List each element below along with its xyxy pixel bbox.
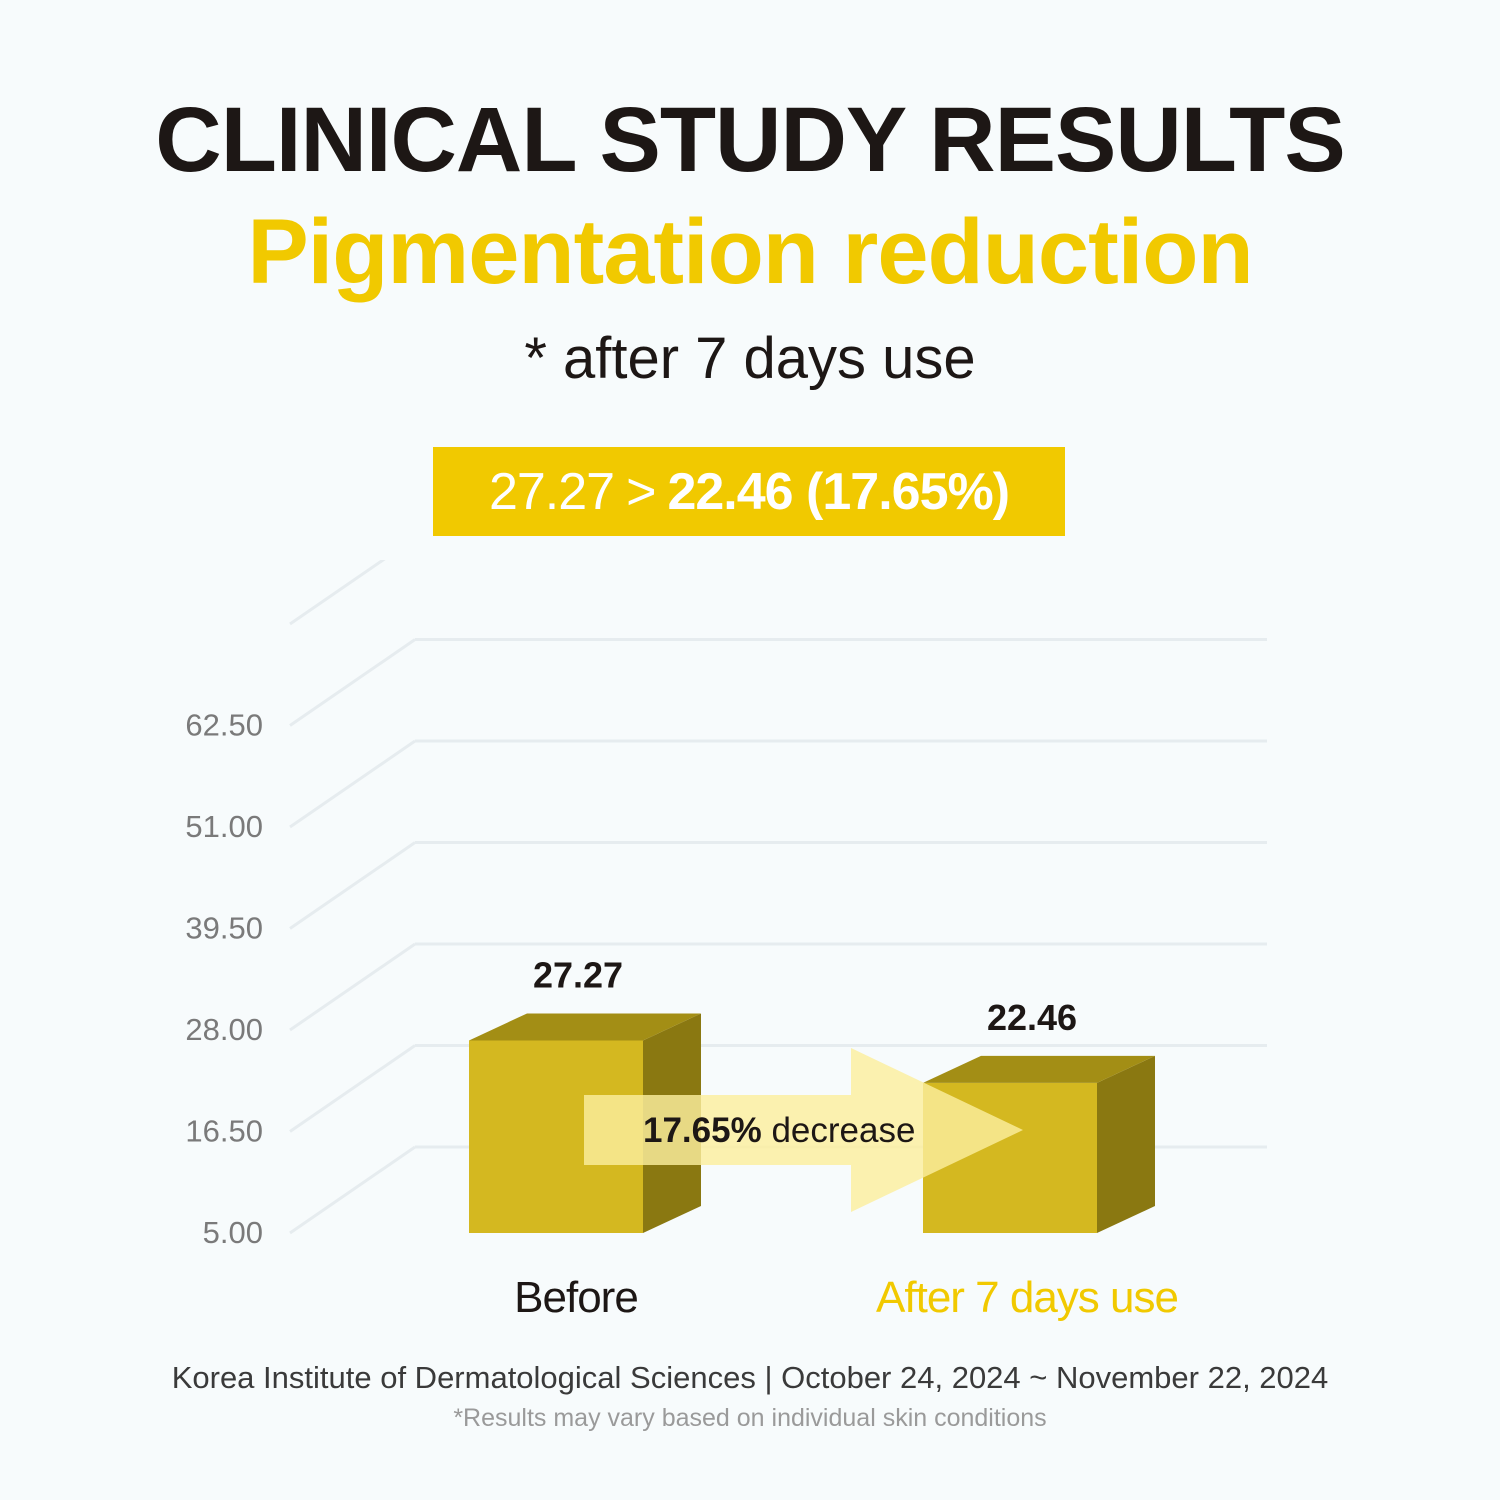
- bar-value-label: 22.46: [987, 997, 1077, 1038]
- grid-diagonal: [289, 560, 386, 626]
- category-label: After 7 days use: [876, 1273, 1178, 1322]
- y-tick-label: 62.50: [185, 708, 263, 743]
- bar-top: [469, 1013, 701, 1041]
- result-before-value: 27.27: [488, 462, 615, 521]
- bar-chart: 5.00 16.50 28.00 39.50 51.00 62.50 27.27 22.46 1…: [185, 560, 1267, 1322]
- result-arrow: >: [626, 462, 656, 521]
- page-subtitle: Pigmentation reduction: [247, 201, 1253, 303]
- y-tick-label: 51.00: [185, 809, 263, 844]
- grid-diagonal: [289, 841, 416, 930]
- bar-side: [1097, 1055, 1155, 1233]
- grid-diagonal: [289, 1145, 416, 1235]
- y-tick-label: 39.50: [185, 911, 263, 946]
- page-title: CLINICAL STUDY RESULTS: [155, 89, 1345, 191]
- bar-top: [923, 1055, 1155, 1083]
- grid-diagonal: [289, 1044, 416, 1133]
- bar-value-label: 27.27: [533, 954, 623, 995]
- result-after-value: 22.46 (17.65%): [667, 462, 1010, 521]
- result-summary-box: 27.27 > 22.46 (17.65%): [433, 447, 1065, 536]
- decrease-annotation: 17.65% decrease: [643, 1111, 915, 1150]
- study-source: Korea Institute of Dermatological Scienc…: [171, 1360, 1329, 1395]
- grid-diagonal: [289, 942, 416, 1032]
- grid-diagonal: [289, 739, 416, 829]
- category-label: Before: [514, 1273, 638, 1322]
- grid-diagonal: [289, 638, 416, 727]
- decrease-text: decrease: [762, 1111, 916, 1150]
- disclaimer: *Results may vary based on individual sk…: [453, 1404, 1047, 1432]
- usage-note: * after 7 days use: [524, 326, 976, 391]
- y-tick-label: 16.50: [185, 1114, 263, 1149]
- decrease-percent: 17.65%: [643, 1111, 762, 1150]
- decrease-arrow: [584, 1048, 1023, 1212]
- y-tick-label: 5.00: [203, 1215, 263, 1250]
- y-tick-label: 28.00: [185, 1012, 263, 1047]
